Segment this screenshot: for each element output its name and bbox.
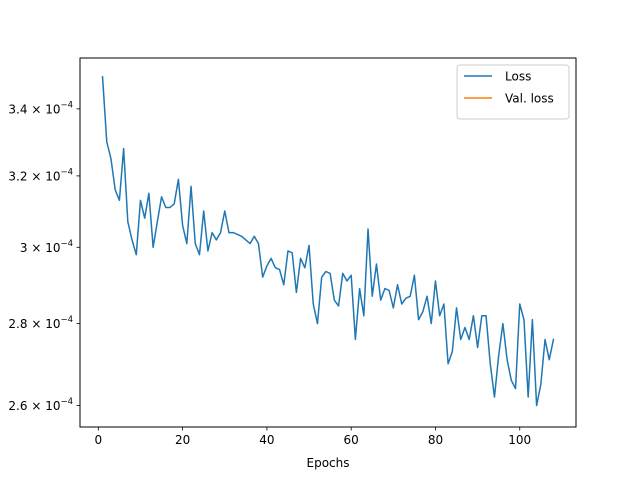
x-tick-label: 80 <box>428 433 443 447</box>
y-tick-label: 3 × 10−4 <box>20 239 73 255</box>
x-tick-label: 0 <box>95 433 103 447</box>
legend-box <box>456 64 570 120</box>
x-axis-ticks: 0 20 40 60 80 100 <box>95 427 531 447</box>
series-line-1 <box>101 76 555 407</box>
y-tick-label: 2.8 × 10−4 <box>8 315 73 331</box>
x-tick-label: 20 <box>175 433 190 447</box>
x-tick-label: 40 <box>259 433 274 447</box>
plot-frame <box>79 57 577 428</box>
y-tick-label: 3.4 × 10−4 <box>8 100 73 116</box>
y-axis-ticks: 2.6 × 10−4 2.8 × 10−4 3 × 10−4 3.2 × 10−4 3.… <box>8 100 80 413</box>
y-tick-label: 2.6 × 10−4 <box>8 397 73 413</box>
legend: Loss Val. loss <box>456 64 570 120</box>
legend-label: Val. loss <box>505 92 554 106</box>
series-layer <box>101 76 555 407</box>
x-tick-label: 100 <box>508 433 531 447</box>
x-axis-label: Epochs <box>307 456 350 470</box>
y-tick-label: 3.2 × 10−4 <box>8 167 73 183</box>
x-tick-label: 60 <box>344 433 359 447</box>
legend-label: Loss <box>505 70 531 84</box>
